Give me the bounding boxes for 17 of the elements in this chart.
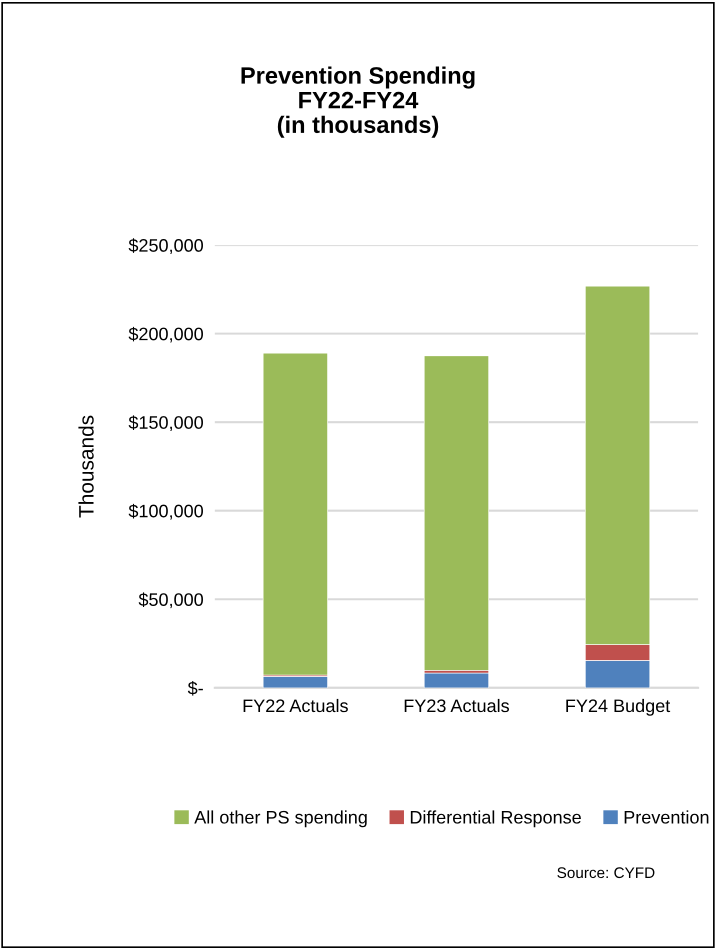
legend-label: Differential Response bbox=[410, 810, 581, 828]
source-note: Source: CYFD bbox=[557, 867, 654, 878]
y-tick-label: $250,000 bbox=[128, 238, 203, 254]
legend-label: All other PS spending bbox=[194, 810, 367, 828]
x-tick-label: FY24 Budget bbox=[566, 698, 670, 716]
bar bbox=[424, 355, 490, 671]
bar bbox=[424, 672, 490, 688]
x-tick-label: FY23 Actuals bbox=[404, 698, 509, 712]
y-tick-label: $- bbox=[188, 680, 203, 696]
legend-label: Prevention bbox=[624, 810, 708, 824]
x-tick-label: FY22 Actuals bbox=[244, 698, 348, 712]
chart-title: Prevention Spending FY22-FY24 (in thousands) bbox=[242, 66, 474, 138]
y-tick-label: $100,000 bbox=[128, 504, 203, 520]
y-tick-label: $200,000 bbox=[128, 326, 203, 342]
y-tick-label: $50,000 bbox=[138, 592, 203, 608]
y-axis-title: Thousands bbox=[78, 416, 94, 518]
y-tick-label: $150,000 bbox=[128, 415, 203, 432]
